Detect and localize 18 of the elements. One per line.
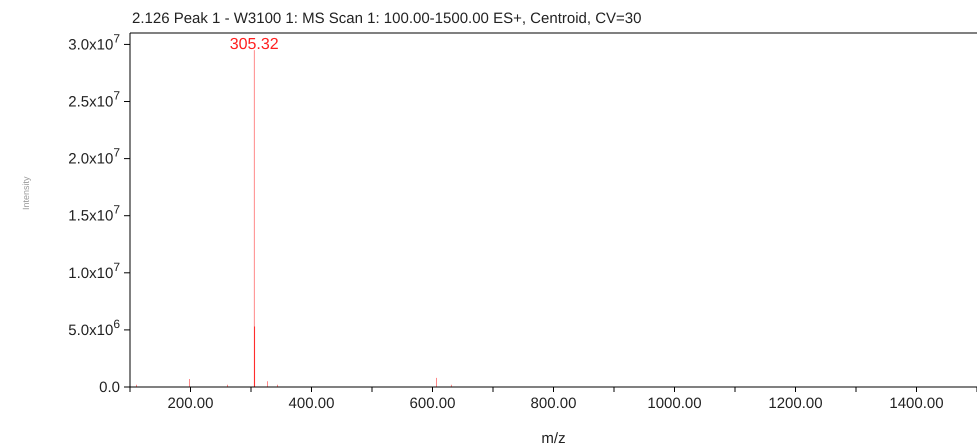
y-axis-title: Intensity bbox=[21, 176, 32, 210]
chart-title: 2.126 Peak 1 - W3100 1: MS Scan 1: 100.00-1500.00 ES+, Centroid, CV=30 bbox=[132, 10, 642, 27]
x-tick-label: 1200.00 bbox=[768, 395, 823, 412]
x-tick-label: 400.00 bbox=[288, 395, 334, 412]
x-tick-label: 800.00 bbox=[530, 395, 576, 412]
x-tick-label: 1000.00 bbox=[647, 395, 702, 412]
annotation: 305.32 bbox=[230, 36, 279, 54]
y-tick-label: 1.5x10$^{7}$ bbox=[68, 202, 120, 225]
y-tick-label: 0.0 bbox=[99, 379, 120, 396]
x-tick-label: 600.00 bbox=[410, 395, 456, 412]
y-tick-label: 3.0x10$^{7}$ bbox=[68, 31, 120, 54]
y-tick-label: 5.0x10$^{6}$ bbox=[68, 316, 120, 339]
y-tick-label: 2.5x10$^{7}$ bbox=[68, 88, 120, 111]
x-tick-label: 1400.00 bbox=[889, 395, 944, 412]
x-axis-title: m/z bbox=[541, 430, 566, 447]
y-tick-label: 2.0x10$^{7}$ bbox=[68, 146, 120, 168]
y-tick-label: 1.0x10$^{7}$ bbox=[68, 260, 120, 282]
x-tick-label: 200.00 bbox=[168, 395, 214, 412]
